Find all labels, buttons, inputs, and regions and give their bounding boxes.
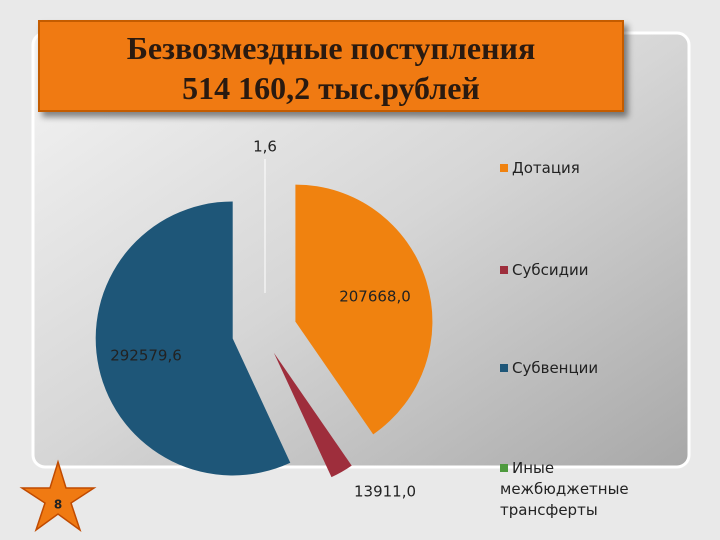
slide-star bbox=[19, 459, 97, 532]
legend-swatch bbox=[500, 164, 508, 172]
data-label: 207668,0 bbox=[339, 288, 411, 306]
legend-item: Субвенции bbox=[500, 358, 660, 379]
data-label: 13911,0 bbox=[354, 483, 416, 501]
legend-item: Дотация bbox=[500, 158, 660, 179]
pie-slice bbox=[273, 352, 352, 478]
chart-title: Безвозмездные поступления bbox=[126, 30, 536, 66]
slide-number: 8 bbox=[54, 498, 62, 512]
pie: 207668,0 13911,0 292579,6 1,6 bbox=[95, 138, 433, 501]
title-box: Безвозмездные поступления 514 160,2 тыс.… bbox=[38, 20, 624, 112]
legend-label: Субвенции bbox=[512, 359, 599, 377]
legend-label: Дотация bbox=[512, 159, 580, 177]
legend-label: Субсидии bbox=[512, 261, 589, 279]
legend-swatch bbox=[500, 464, 508, 472]
pie-slice bbox=[95, 201, 291, 476]
legend-label: Иные межбюджетные трансферты bbox=[500, 459, 629, 519]
pie-slice bbox=[295, 184, 433, 435]
legend-swatch bbox=[500, 364, 508, 372]
legend-item: Субсидии bbox=[500, 260, 660, 281]
data-label: 292579,6 bbox=[110, 347, 182, 365]
legend-item: Иные межбюджетные трансферты bbox=[500, 458, 660, 521]
chart-subtitle: 514 160,2 тыс.рублей bbox=[182, 70, 480, 106]
legend-swatch bbox=[500, 266, 508, 274]
data-label: 1,6 bbox=[253, 138, 277, 156]
